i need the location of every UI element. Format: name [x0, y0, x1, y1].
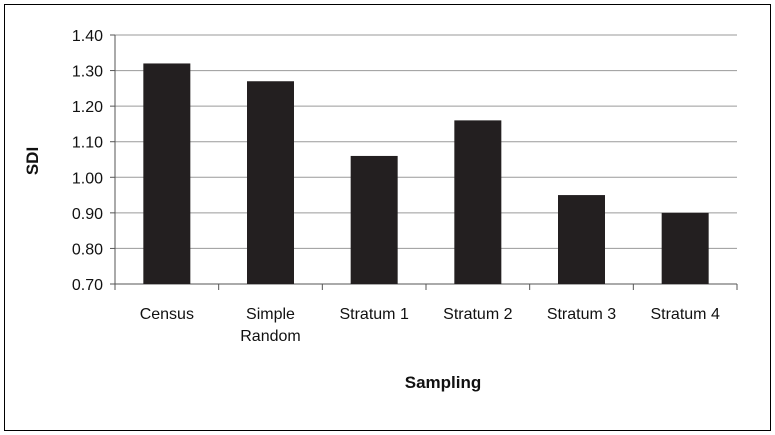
y-tick-label: 1.40	[72, 28, 103, 45]
y-tick-label: 0.80	[72, 241, 103, 258]
chart-frame	[4, 4, 771, 431]
bars	[143, 63, 709, 285]
y-tick-label: 1.30	[72, 64, 103, 81]
bar	[143, 63, 191, 285]
x-tick-label: Simple Random	[240, 306, 300, 345]
x-tick-label: Stratum 4	[650, 306, 719, 323]
y-tick-label: 0.70	[72, 277, 103, 294]
bar	[247, 81, 294, 284]
x-axis-title: Sampling	[405, 373, 482, 392]
axes	[110, 34, 738, 290]
x-tick-label: Stratum 3	[547, 306, 616, 323]
y-axis-title: SDI	[23, 147, 42, 175]
bar	[661, 212, 709, 284]
y-tick-label: 1.00	[72, 170, 103, 187]
x-tick-label: Stratum 1	[339, 306, 408, 323]
y-tick-label: 1.10	[72, 135, 103, 152]
bar	[558, 195, 605, 284]
x-tick-label: Census	[140, 306, 194, 323]
x-tick-labels: Census Simple Random Stratum 1 Stratum 2 Stra…	[140, 306, 720, 345]
bar	[350, 155, 398, 284]
y-tick-labels: 0.70 0.80 0.90 1.00 1.10 1.20 1.30 1.40	[72, 28, 103, 294]
bar	[454, 120, 502, 284]
gridlines	[115, 34, 737, 249]
y-tick-label: 1.20	[72, 99, 103, 116]
x-tick-label: Stratum 2	[443, 306, 512, 323]
y-tick-label: 0.90	[72, 206, 103, 223]
